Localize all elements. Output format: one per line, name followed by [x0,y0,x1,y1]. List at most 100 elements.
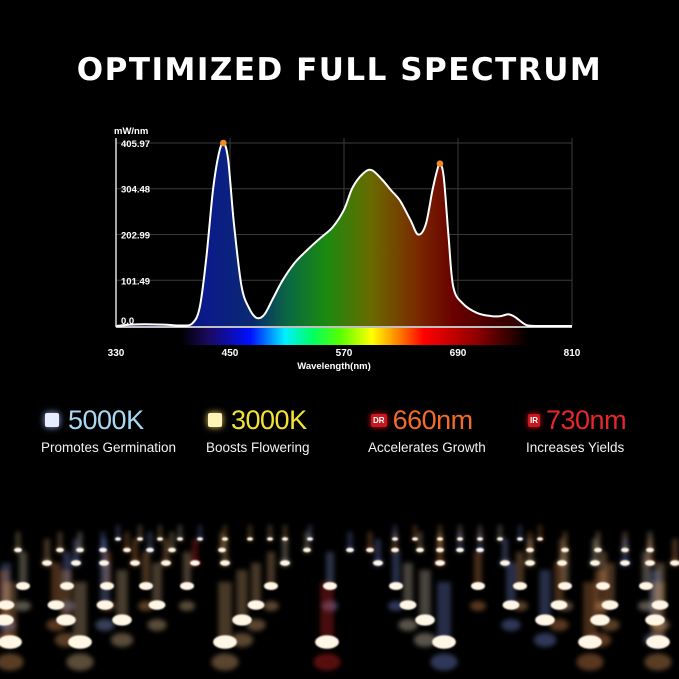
led-light-spot [213,635,237,649]
light-glow [211,653,239,671]
light-beam [583,582,597,642]
led-light-spot [281,537,289,541]
led-light-spot [47,600,65,610]
led-light-spot [436,547,444,553]
light-beam [326,552,334,586]
light-beam [477,532,483,550]
light-glow [147,619,167,631]
led-light-spot [372,560,384,566]
light-beam [502,539,508,563]
led-light-spot [160,560,172,566]
led-light-spot [476,547,484,553]
light-glow [313,653,341,671]
legend-item-660nm: DR 660nm Accelerates Growth [368,404,486,456]
led-light-spot [123,547,131,553]
led-light-spot [303,547,311,553]
light-beam [63,552,71,586]
light-beam [457,532,463,550]
light-beam [498,525,502,539]
led-light-spot [98,560,110,566]
led-light-spot [0,635,22,649]
legend-value: 3000K [231,404,307,435]
led-light-spot [621,547,629,553]
legend-description: Accelerates Growth [368,440,486,455]
light-beam [538,525,542,539]
led-light-spot [516,537,524,541]
legend-description: Boosts Flowering [206,440,310,455]
light-beam [77,532,83,550]
light-glow [470,601,486,611]
led-light-spot [232,614,252,626]
led-light-spot [366,547,374,553]
led-light-spot [594,547,602,553]
light-glow [110,633,134,647]
y-tick-label: 405.97 [121,139,150,150]
light-beam [561,552,569,586]
light-beam [268,525,272,539]
led-light-spot [536,537,544,541]
legend-value: 660nm [392,404,474,435]
led-light-spot [218,547,226,553]
light-beam [403,563,413,605]
peak-marker [436,160,444,168]
led-light-spot [189,560,201,566]
led-light-spot [496,537,504,541]
light-beam [672,539,678,563]
led-light-spot [558,582,572,590]
light-beam [599,552,607,586]
light-beam [367,532,373,550]
light-glow [0,653,24,671]
light-glow [388,601,404,611]
led-light-spot [0,614,14,626]
light-beam [562,532,568,550]
led-light-spot [156,537,164,541]
led-light-spot [323,582,337,590]
led-light-spot [399,600,417,610]
light-glow [398,619,418,631]
light-beam [198,525,202,539]
light-beam [142,552,150,586]
light-beam [518,525,522,539]
light-beam [642,552,650,586]
light-glow [413,633,437,647]
light-beam [116,570,128,620]
light-beam [73,539,79,563]
x-tick-label: 570 [336,348,353,359]
led-light-spot [56,614,76,626]
y-tick-label: 202.99 [121,230,150,241]
led-light-spot [434,560,446,566]
spectrum-line [115,141,572,327]
led-light-spot [456,537,464,541]
led-light-spot [148,600,166,610]
led-light-spot [524,560,536,566]
light-beam [116,525,120,539]
light-beam [595,532,601,550]
led-light-spot [247,600,265,610]
led-light-spot [139,582,153,590]
light-glow [549,619,569,631]
led-light-spot [596,582,610,590]
led-light-spot [41,560,53,566]
led-light-spot [526,547,534,553]
led-light-spot [100,582,114,590]
legend-item-5000k: 5000K Promotes Germination [41,404,176,456]
led-light-spot [114,537,122,541]
light-beam [3,582,17,642]
peak-marker [220,139,227,147]
led-light-spot [346,547,354,553]
led-light-spot [416,547,424,553]
led-light-spot [619,560,631,566]
light-beam [158,525,162,539]
light-glow [15,601,31,611]
led-light-spot [646,547,654,553]
y-tick-label: 0.0 [121,316,134,327]
x-tick-label: 810 [564,348,581,359]
light-beam [248,525,252,539]
legend-value: 5000K [68,404,144,435]
led-light-spot [589,560,601,566]
light-beam [539,570,551,620]
led-light-spot [389,582,403,590]
x-axis-label: Wavelength(nm) [297,361,371,372]
light-glow [246,619,266,631]
led-light-spot [196,537,204,541]
